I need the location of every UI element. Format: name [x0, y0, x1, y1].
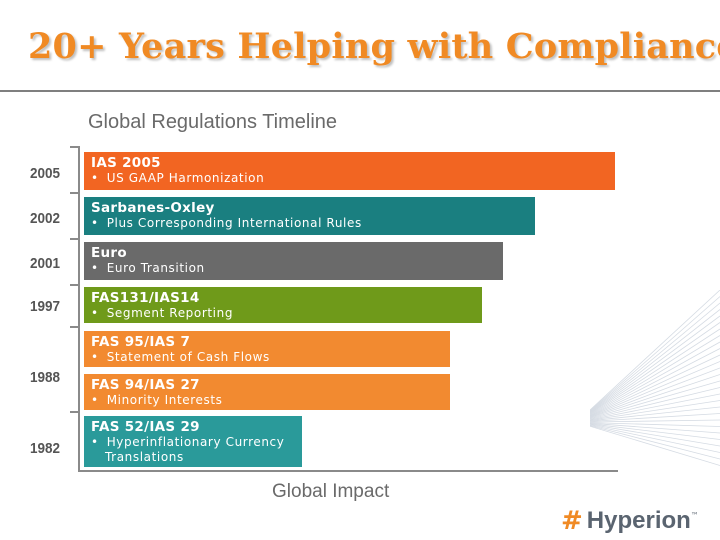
y-tick: [70, 192, 79, 194]
bar-5: FAS 94/IAS 27 • Minority Interests: [84, 374, 450, 410]
year-label-2002: 2002: [30, 210, 61, 227]
bar-description-text: Minority Interests: [106, 393, 223, 407]
y-axis: [78, 146, 80, 472]
bar-name: IAS 2005: [91, 155, 161, 171]
bar-description: • Minority Interests: [91, 393, 450, 408]
bar-name: FAS131/IAS14: [91, 290, 200, 306]
bar-6: FAS 52/IAS 29 • Hyperinflationary Currency…: [84, 416, 302, 467]
bar-name: FAS 52/IAS 29: [91, 419, 200, 435]
chart-title: Global Regulations Timeline: [88, 111, 338, 133]
x-axis: [78, 470, 618, 472]
bar-description: • Hyperinflationary Currency: [91, 435, 302, 450]
title-divider: [0, 90, 720, 92]
bar-1: Sarbanes-Oxley • Plus Corresponding Intern…: [84, 197, 535, 235]
bar-name: FAS 94/IAS 27: [91, 377, 200, 393]
year-label-1997: 1997: [30, 298, 61, 315]
y-tick: [70, 411, 79, 413]
bar-description-text: Hyperinflationary Currency: [106, 435, 285, 449]
bullet-icon: •: [91, 350, 99, 364]
bar-0: IAS 2005 • US GAAP Harmonization: [84, 152, 615, 190]
bullet-icon: •: [91, 435, 99, 449]
slide-title: 20+ Years Helping with Compliance: [28, 26, 720, 67]
bullet-icon: •: [91, 216, 99, 230]
x-axis-label: Global Impact: [272, 481, 390, 502]
bar-4: FAS 95/IAS 7 • Statement of Cash Flows: [84, 331, 450, 367]
y-tick: [70, 326, 79, 328]
bar-name: Sarbanes-Oxley: [91, 200, 215, 216]
y-tick: [70, 238, 79, 240]
bullet-icon: •: [91, 261, 99, 275]
bar-name: Euro: [91, 245, 127, 261]
hash-logo-icon: #: [561, 506, 583, 536]
bullet-icon: •: [91, 306, 99, 320]
trademark-mark: ™: [690, 510, 699, 520]
hyperion-logo: # Hyperion ™: [561, 505, 699, 537]
bullet-icon: •: [91, 171, 99, 185]
year-label-2005: 2005: [30, 165, 61, 182]
bar-description: • Plus Corresponding International Rules: [91, 216, 535, 231]
year-label-2001: 2001: [30, 255, 61, 272]
bar-description: • Segment Reporting: [91, 306, 482, 321]
year-label-1988: 1988: [30, 369, 61, 386]
bar-description: • Statement of Cash Flows: [91, 350, 450, 365]
bar-description-text: Segment Reporting: [106, 306, 234, 320]
bar-2: Euro • Euro Transition: [84, 242, 503, 280]
bar-description-text: Euro Transition: [106, 261, 205, 275]
bar-description-text: Plus Corresponding International Rules: [106, 216, 362, 230]
bar-3: FAS131/IAS14 • Segment Reporting: [84, 287, 482, 323]
logo-wordmark: Hyperion: [586, 507, 691, 534]
bar-description: • Euro Transition: [91, 261, 503, 276]
decorative-lines-graphic: [590, 290, 720, 466]
bar-name: FAS 95/IAS 7: [91, 334, 191, 350]
y-tick: [70, 146, 79, 148]
bar-description-text: Statement of Cash Flows: [106, 350, 270, 364]
bar-description-text: Translations: [105, 450, 184, 464]
bullet-icon: •: [91, 393, 99, 407]
bar-description-text: US GAAP Harmonization: [106, 171, 265, 185]
bar-description: • US GAAP Harmonization: [91, 171, 615, 186]
year-label-1982: 1982: [30, 440, 61, 457]
bar-description: Translations: [91, 450, 302, 465]
y-tick: [70, 284, 79, 286]
